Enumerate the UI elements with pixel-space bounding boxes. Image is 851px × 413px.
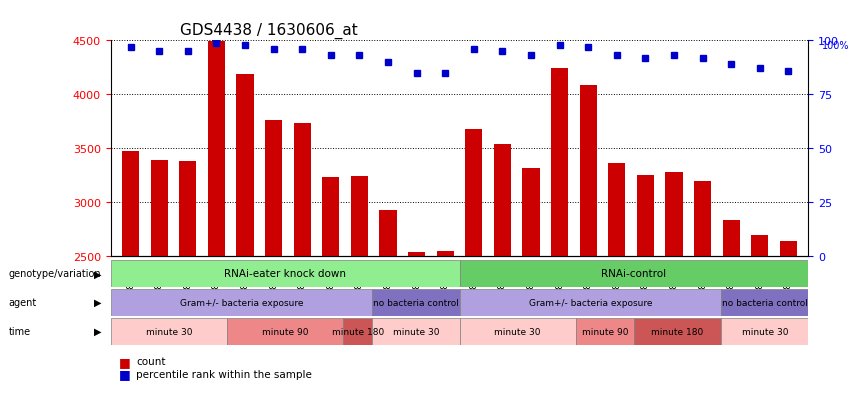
FancyBboxPatch shape (721, 289, 808, 316)
FancyBboxPatch shape (372, 289, 460, 316)
Text: Gram+/- bacteria exposure: Gram+/- bacteria exposure (528, 298, 652, 307)
Bar (408, 253, 426, 256)
Bar (351, 177, 368, 256)
Text: ■: ■ (119, 367, 131, 380)
Text: RNAi-control: RNAi-control (602, 268, 666, 279)
Text: minute 30: minute 30 (146, 327, 192, 336)
Bar (237, 75, 254, 256)
Text: 100%: 100% (822, 41, 850, 51)
Text: minute 30: minute 30 (392, 327, 439, 336)
FancyBboxPatch shape (460, 318, 576, 345)
Bar (780, 241, 797, 256)
FancyBboxPatch shape (460, 289, 721, 316)
Text: agent: agent (9, 297, 37, 308)
Bar (380, 211, 397, 256)
Text: minute 180: minute 180 (652, 327, 704, 336)
Text: percentile rank within the sample: percentile rank within the sample (136, 369, 312, 379)
FancyBboxPatch shape (111, 289, 372, 316)
FancyBboxPatch shape (343, 318, 372, 345)
Text: Gram+/- bacteria exposure: Gram+/- bacteria exposure (180, 298, 303, 307)
Text: RNAi-eater knock down: RNAi-eater knock down (224, 268, 346, 279)
FancyBboxPatch shape (111, 260, 460, 287)
Text: minute 30: minute 30 (741, 327, 788, 336)
Bar (494, 145, 511, 256)
Bar (751, 236, 768, 256)
FancyBboxPatch shape (576, 318, 634, 345)
Text: ■: ■ (119, 355, 131, 368)
Text: minute 90: minute 90 (582, 327, 628, 336)
Bar (465, 129, 483, 256)
Bar (437, 252, 454, 256)
Bar (665, 172, 683, 256)
Bar (265, 121, 283, 256)
Bar (637, 176, 654, 256)
FancyBboxPatch shape (460, 260, 808, 287)
Bar (608, 164, 625, 256)
Text: no bacteria control: no bacteria control (722, 298, 808, 307)
FancyBboxPatch shape (372, 318, 460, 345)
FancyBboxPatch shape (227, 318, 343, 345)
Text: ▶: ▶ (94, 268, 101, 279)
Text: GDS4438 / 1630606_at: GDS4438 / 1630606_at (180, 22, 358, 38)
Bar (294, 124, 311, 256)
Text: ▶: ▶ (94, 326, 101, 337)
Bar (722, 221, 740, 256)
Text: minute 30: minute 30 (494, 327, 541, 336)
Bar (122, 152, 140, 256)
Bar (151, 161, 168, 256)
Text: minute 180: minute 180 (332, 327, 384, 336)
FancyBboxPatch shape (634, 318, 721, 345)
Bar (208, 43, 225, 256)
Text: count: count (136, 356, 166, 366)
Bar (323, 178, 340, 256)
Text: genotype/variation: genotype/variation (9, 268, 101, 279)
Bar (180, 161, 197, 256)
Bar (694, 182, 711, 256)
FancyBboxPatch shape (721, 318, 808, 345)
Bar (580, 85, 597, 256)
Text: time: time (9, 326, 31, 337)
Bar (523, 169, 540, 256)
Text: no bacteria control: no bacteria control (373, 298, 459, 307)
Text: ▶: ▶ (94, 297, 101, 308)
Text: minute 90: minute 90 (262, 327, 308, 336)
FancyBboxPatch shape (111, 318, 227, 345)
Bar (551, 69, 568, 256)
